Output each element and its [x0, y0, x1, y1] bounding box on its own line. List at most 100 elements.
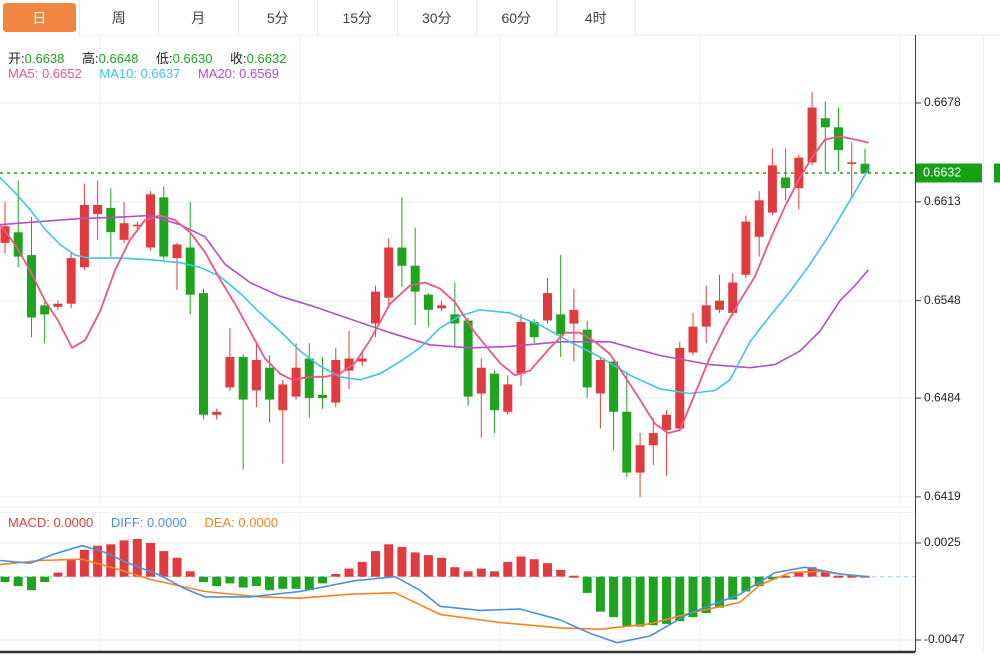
macd-histogram-bar [847, 575, 857, 578]
high-value: 0.6648 [98, 51, 139, 66]
macd-histogram-bar [476, 568, 486, 577]
macd-histogram-bar [490, 571, 499, 577]
candle-body [238, 357, 248, 400]
candle-body [318, 395, 327, 398]
candle-body [371, 291, 380, 324]
candle-body [357, 358, 367, 362]
candle-body [688, 326, 698, 353]
candle-body [728, 282, 738, 313]
ma5-value: 0.6652 [41, 66, 82, 81]
macd-histogram-bar [265, 576, 275, 591]
candle-body [701, 305, 711, 327]
candle-body [860, 163, 870, 173]
candle-body [265, 367, 275, 400]
candle-body [384, 247, 394, 298]
candle-body [490, 373, 499, 411]
macd-chart-panel[interactable] [0, 513, 915, 651]
macd-readout: MACD: 0.0000 DIFF: 0.0000 DEA: 0.0000 [8, 515, 292, 530]
close-label: 收: [230, 51, 247, 66]
candle-body [675, 347, 685, 429]
candle-body [635, 445, 645, 473]
candle-body [847, 162, 857, 164]
tab-weekly-label: 周 [111, 9, 126, 26]
candle-body [463, 320, 473, 397]
candle-body [331, 360, 341, 403]
macd-histogram-bar [199, 576, 208, 583]
ma10-line [0, 169, 869, 395]
candle-body [40, 305, 50, 315]
macd-histogram-bar [516, 556, 526, 577]
diff-line [0, 544, 869, 644]
candle-body [185, 247, 195, 295]
tab-monthly[interactable]: 月 [159, 0, 239, 35]
adjacent-pane-badge-sliver [994, 163, 1000, 183]
dea-value: 0.0000 [238, 515, 279, 530]
macd-histogram-bar [119, 540, 129, 577]
low-value: 0.6630 [172, 51, 213, 66]
current-price-badge-value: 0.6632 [923, 165, 961, 179]
main-chart-panel[interactable] [0, 35, 915, 505]
macd-histogram-bar [79, 549, 89, 577]
current-price-badge [916, 163, 982, 183]
macd-histogram-bar [423, 555, 433, 577]
macd-value: 0.0000 [53, 515, 94, 530]
macd-histogram-bar [715, 576, 724, 608]
tab-4hour-label: 4时 [584, 9, 607, 26]
candle-body [79, 204, 89, 268]
ma5-label: MA5: [8, 66, 39, 81]
macd-histogram-bar [701, 576, 711, 614]
macd-histogram-bar [251, 576, 261, 587]
candle-body [27, 255, 36, 318]
macd-histogram-bar [688, 576, 698, 618]
candle-body [595, 360, 605, 394]
tab-4hour[interactable]: 4时 [556, 0, 636, 35]
macd-histogram-bar [238, 576, 248, 588]
macd-axis-label: -0.0047 [924, 632, 965, 646]
macd-histogram-bar [648, 576, 658, 626]
tab-monthly-label: 月 [191, 9, 206, 26]
macd-histogram-bar [582, 576, 592, 593]
macd-histogram-bar [132, 539, 142, 577]
macd-histogram-bar [622, 576, 632, 627]
ma10-label: MA10: [99, 66, 137, 81]
tab-60min[interactable]: 60分 [477, 0, 557, 35]
macd-histogram-bar [384, 544, 394, 577]
macd-histogram-bar [371, 551, 380, 577]
candle-body [132, 224, 142, 227]
price-axis-label: 0.6484 [924, 390, 961, 404]
ma20-line [0, 214, 869, 369]
tab-30min[interactable]: 30分 [397, 0, 477, 35]
ma5-line [0, 135, 869, 435]
ma20-label: MA20: [197, 66, 236, 81]
tab-5min[interactable]: 5分 [238, 0, 318, 35]
tab-15min[interactable]: 15分 [318, 0, 398, 35]
macd-label: MACD: [8, 515, 50, 530]
tab-daily[interactable]: 日 [0, 0, 80, 35]
open-value: 0.6638 [24, 51, 65, 66]
ohlc-readout: 开:0.6638 高:0.6648 低:0.6630 收:0.6632 [8, 48, 300, 67]
tab-weekly[interactable]: 周 [79, 0, 159, 35]
tab-30min-label: 30分 [421, 9, 452, 26]
macd-histogram-bar [357, 561, 367, 577]
price-axis-label: 0.6548 [924, 293, 961, 307]
macd-histogram-bar [820, 571, 830, 577]
high-label: 高: [82, 51, 99, 66]
candle-body [556, 314, 566, 335]
candle-body [199, 293, 208, 415]
candle-body [503, 384, 513, 412]
price-axis-label: 0.6419 [924, 489, 961, 503]
tab-60min-label: 60分 [501, 9, 532, 26]
candle-body [834, 127, 843, 151]
macd-histogram-bar [794, 572, 804, 577]
diff-label: DIFF: [110, 515, 144, 530]
candle-body [529, 322, 539, 338]
candle-body [820, 118, 830, 128]
macd-histogram-bar [93, 545, 103, 577]
candle-body [781, 177, 791, 189]
candle-body [159, 197, 169, 257]
dea-line [0, 558, 869, 631]
candle-body [304, 358, 314, 398]
tab-daily-label: 日 [3, 3, 76, 32]
